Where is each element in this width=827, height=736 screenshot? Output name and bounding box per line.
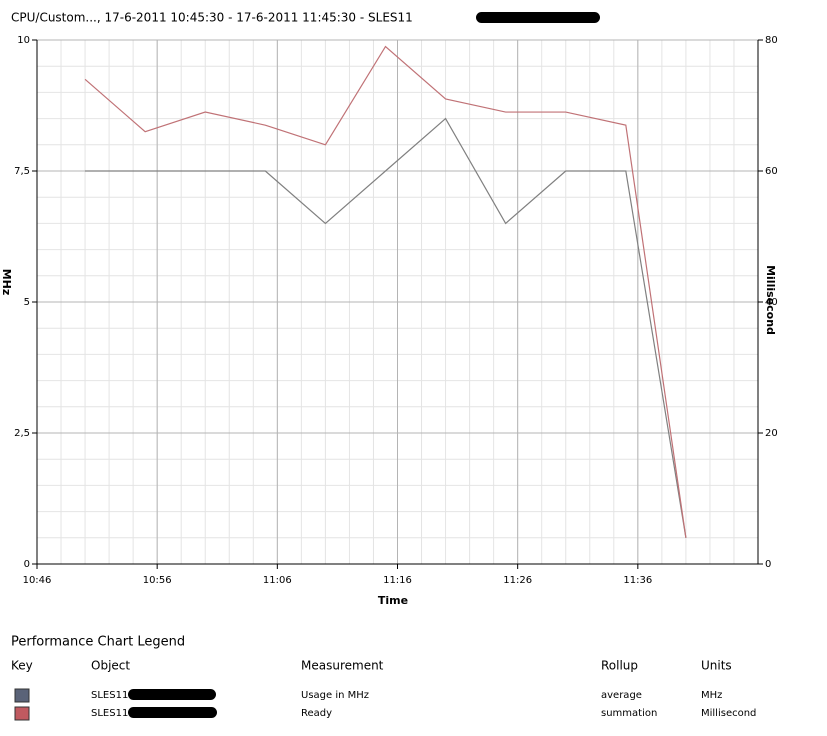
- redaction: [128, 689, 216, 700]
- x-tick-label: 10:46: [23, 575, 52, 586]
- legend-object: SLES11: [91, 708, 128, 719]
- x-tick-label: 10:56: [143, 575, 172, 586]
- legend-rollup: summation: [601, 708, 657, 719]
- y2-axis-label: Millisecond: [764, 265, 777, 335]
- legend-header: Key: [11, 659, 33, 673]
- x-tick-label: 11:16: [383, 575, 412, 586]
- y-tick-label: 2,5: [14, 428, 30, 439]
- redaction: [128, 707, 217, 718]
- legend-key: [14, 706, 30, 721]
- legend-title: Performance Chart Legend: [11, 635, 185, 650]
- x-axis-label: Time: [378, 594, 408, 607]
- y-tick-label: 7,5: [14, 166, 30, 177]
- y2-tick-label: 60: [765, 166, 778, 177]
- y2-tick-label: 40: [765, 297, 778, 308]
- y2-tick-label: 20: [765, 428, 778, 439]
- legend-rollup: average: [601, 690, 642, 701]
- y-tick-label: 0: [24, 559, 30, 570]
- y-tick-label: 10: [17, 35, 30, 46]
- series-line: [85, 117, 687, 538]
- series-line: [84, 45, 687, 538]
- legend-measurement: Usage in MHz: [301, 690, 369, 701]
- legend-header: Measurement: [301, 659, 384, 673]
- y-tick-label: 5: [24, 297, 30, 308]
- legend-measurement: Ready: [301, 708, 332, 719]
- y-axis-label: MHz: [0, 269, 13, 296]
- x-tick-label: 11:26: [503, 575, 532, 586]
- legend-header: Units: [701, 659, 732, 673]
- legend-header: Rollup: [601, 659, 638, 673]
- x-tick-label: 11:06: [263, 575, 292, 586]
- legend-units: MHz: [701, 690, 722, 701]
- y2-tick-label: 0: [765, 559, 771, 570]
- x-tick-label: 11:36: [623, 575, 652, 586]
- y2-tick-label: 80: [765, 35, 778, 46]
- legend-object: SLES11: [91, 690, 128, 701]
- legend-units: Millisecond: [701, 708, 756, 719]
- chart-title: CPU/Custom..., 17-6-2011 10:45:30 - 17-6…: [11, 11, 413, 25]
- legend-key: [14, 688, 30, 703]
- legend-header: Object: [91, 659, 130, 673]
- redaction: [476, 12, 600, 23]
